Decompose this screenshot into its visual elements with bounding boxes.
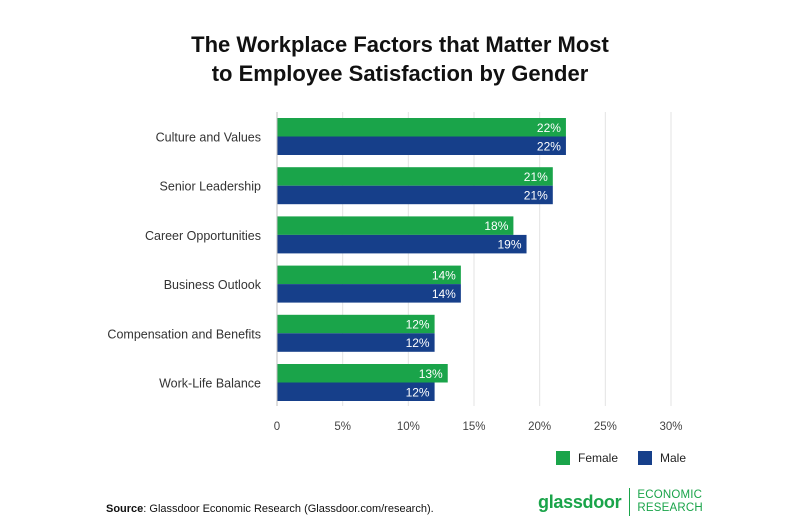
logo-divider	[629, 488, 631, 516]
chart-title-line-2: to Employee Satisfaction by Gender	[211, 61, 589, 86]
legend-item-female: Female	[556, 451, 618, 465]
logo-subtitle: ECONOMIC RESEARCH	[637, 489, 703, 515]
bar-male	[277, 284, 461, 303]
data-label: 12%	[406, 318, 430, 332]
source-text: : Glassdoor Economic Research (Glassdoor…	[143, 503, 434, 515]
bar-female	[277, 167, 553, 186]
legend-swatch-male	[638, 451, 652, 465]
data-label: 22%	[537, 139, 561, 153]
x-tick-label: 5%	[334, 421, 351, 433]
data-label: 21%	[524, 170, 548, 184]
bar-male	[277, 185, 553, 205]
data-label: 12%	[406, 385, 430, 399]
x-tick-label: 0	[274, 421, 280, 433]
legend-item-male: Male	[638, 451, 686, 465]
bar-female	[277, 314, 435, 334]
chart-title: The Workplace Factors that Matter Most t…	[0, 30, 800, 88]
chart-title-line-1: The Workplace Factors that Matter Most	[191, 32, 609, 57]
data-label: 18%	[484, 219, 508, 233]
data-label: 21%	[524, 188, 548, 202]
x-tick-label: 20%	[528, 421, 551, 433]
x-tick-label: 30%	[659, 421, 682, 433]
legend: Female Male	[0, 451, 800, 471]
bar-female	[277, 216, 514, 235]
bar-female	[277, 118, 566, 137]
data-label: 12%	[406, 336, 430, 350]
category-label: Business Outlook	[164, 278, 262, 292]
category-label: Work-Life Balance	[159, 377, 261, 391]
category-label: Compensation and Benefits	[107, 327, 261, 341]
source-label: Source	[106, 503, 144, 515]
bar-male	[277, 136, 566, 155]
bar-male	[277, 382, 435, 401]
x-tick-label: 10%	[397, 421, 420, 433]
legend-label-female: Female	[578, 451, 619, 465]
x-tick-label: 25%	[594, 421, 617, 433]
category-label: Career Opportunities	[145, 229, 261, 243]
bar-male	[277, 234, 527, 254]
category-label: Culture and Values	[156, 131, 261, 145]
legend-swatch-female	[556, 451, 570, 465]
data-label: 14%	[432, 268, 456, 282]
data-label: 19%	[498, 238, 522, 252]
bar-female	[277, 265, 461, 285]
source-note: Source: Glassdoor Economic Research (Gla…	[106, 503, 434, 515]
category-label: Senior Leadership	[160, 180, 262, 194]
logo-wordmark: glassdoor	[538, 491, 622, 512]
x-tick-label: 15%	[462, 421, 485, 433]
logo-subtitle-line-1: ECONOMIC	[637, 489, 703, 501]
glassdoor-economic-research-logo: glassdoor ECONOMIC RESEARCH	[538, 487, 703, 517]
data-label: 13%	[419, 367, 443, 381]
data-label: 14%	[432, 287, 456, 301]
legend-label-male: Male	[660, 451, 687, 465]
data-label: 22%	[537, 121, 561, 135]
bar-female	[277, 364, 448, 383]
bar-male	[277, 333, 435, 352]
logo-subtitle-line-2: RESEARCH	[637, 502, 703, 514]
